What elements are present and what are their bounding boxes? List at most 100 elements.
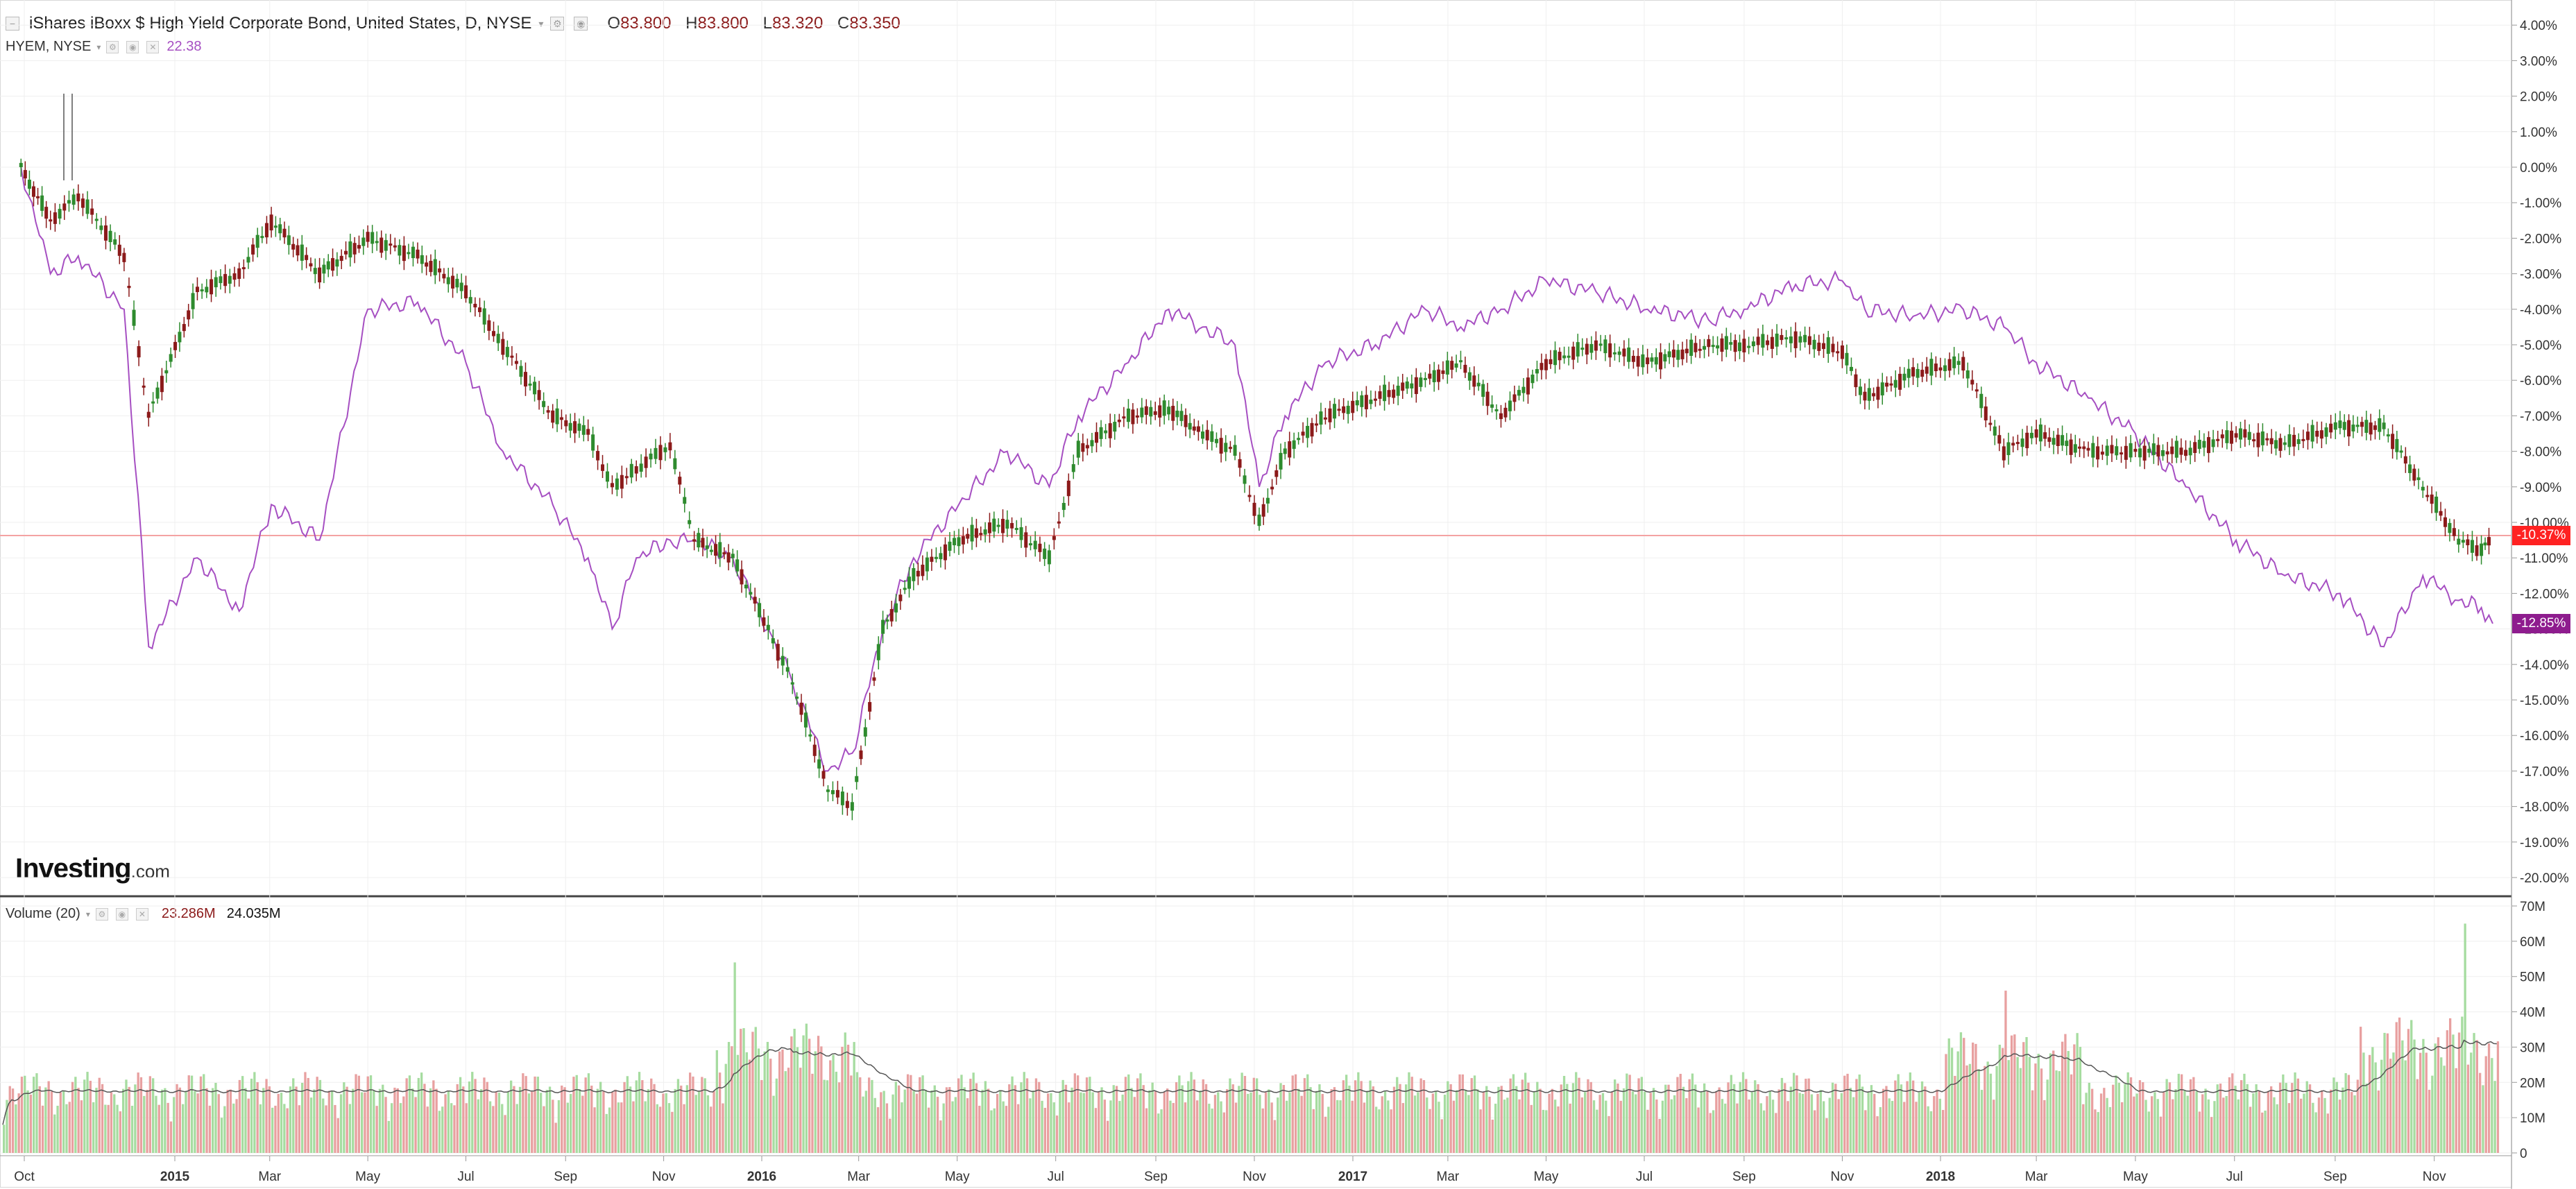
volume-bar — [1452, 1100, 1456, 1153]
volume-bar — [2407, 1029, 2410, 1153]
candle-body — [2220, 434, 2224, 438]
volume-bar — [552, 1100, 554, 1153]
volume-bar — [2183, 1090, 2186, 1153]
volume-bar — [1494, 1104, 1497, 1153]
candle-body — [1033, 540, 1037, 549]
volume-bar — [575, 1075, 578, 1153]
volume-bar — [933, 1085, 936, 1153]
candle-body — [817, 759, 821, 769]
dropdown-arrow-icon[interactable]: ▾ — [96, 42, 101, 52]
volume-bar — [2285, 1083, 2287, 1153]
volume-bar — [2461, 1016, 2464, 1153]
volume-bar — [1637, 1078, 1640, 1153]
volume-bar — [1685, 1098, 1688, 1153]
collapse-icon[interactable]: − — [6, 17, 19, 31]
candle-body — [1622, 348, 1626, 357]
volume-bar — [1596, 1109, 1598, 1153]
candle-body — [683, 497, 687, 504]
volume-bar — [2270, 1086, 2273, 1153]
volume-bar — [1956, 1051, 1959, 1153]
candle-body — [2296, 439, 2301, 445]
candle-body — [1803, 334, 1807, 343]
volume-bar — [157, 1104, 160, 1153]
candle-body — [1328, 408, 1332, 422]
candle-body — [142, 385, 146, 388]
volume-bar — [1903, 1102, 1906, 1153]
volume-bar — [1473, 1075, 1476, 1153]
candle-body — [205, 286, 209, 293]
hide-icon[interactable]: ◉ — [126, 40, 139, 53]
volume-bar — [1089, 1077, 1091, 1153]
volume-bar — [1617, 1083, 1619, 1153]
volume-bar — [187, 1075, 190, 1153]
volume-bar — [2002, 1047, 2004, 1153]
volume-bar — [1112, 1085, 1115, 1153]
hide-icon[interactable]: ◉ — [115, 907, 128, 921]
candle-body — [459, 282, 463, 291]
volume-bar — [2330, 1089, 2332, 1153]
volume-bar — [1151, 1082, 1154, 1153]
volume-bar — [1628, 1075, 1631, 1153]
settings-icon[interactable]: ⚙ — [95, 907, 108, 921]
volume-bar — [1974, 1043, 1977, 1153]
volume-bar — [1530, 1104, 1533, 1153]
volume-bar — [2210, 1117, 2213, 1153]
volume-bar — [1064, 1084, 1068, 1153]
volume-bar — [1193, 1079, 1195, 1153]
settings-icon[interactable]: ⚙ — [550, 17, 565, 31]
volume-bar — [1465, 1090, 1467, 1153]
dropdown-arrow-icon[interactable]: ▾ — [538, 17, 544, 29]
volume-bar — [2482, 1085, 2484, 1153]
volume-bar — [1670, 1099, 1673, 1153]
candle-body — [2382, 422, 2386, 429]
volume-bar — [1942, 1110, 1945, 1153]
volume-bar — [1843, 1075, 1846, 1153]
volume-bar — [617, 1102, 620, 1153]
candle-body — [821, 771, 826, 779]
candle-body — [58, 209, 62, 219]
candle-body — [352, 243, 357, 255]
volume-bar — [844, 1032, 846, 1153]
volume-bar — [1321, 1093, 1324, 1153]
candle-body — [1499, 413, 1503, 420]
volume-bar — [20, 1077, 24, 1153]
candle-body — [433, 259, 437, 275]
volume-bar — [1300, 1095, 1303, 1153]
volume-bar — [2147, 1111, 2150, 1153]
volume-bar — [1318, 1084, 1321, 1153]
price-lines — [0, 94, 2511, 821]
close-icon[interactable]: ✕ — [135, 907, 148, 921]
volume-bar — [420, 1072, 423, 1153]
close-icon[interactable]: ✕ — [146, 40, 160, 53]
volume-bar — [86, 1072, 89, 1153]
candle-body — [1836, 351, 1840, 354]
compare-symbol[interactable]: HYEM, NYSE — [6, 39, 92, 54]
candle-body — [1539, 363, 1544, 370]
candle-body — [1205, 429, 1209, 440]
candle-body — [2421, 486, 2425, 491]
hide-icon[interactable]: ◉ — [574, 17, 588, 31]
dropdown-arrow-icon[interactable]: ▾ — [85, 909, 90, 919]
volume-bar — [1256, 1078, 1259, 1153]
volume-bar — [2294, 1072, 2296, 1153]
candle-body — [326, 261, 330, 270]
volume-bar — [1399, 1084, 1401, 1153]
volume-bar — [1652, 1088, 1655, 1153]
settings-icon[interactable]: ⚙ — [106, 40, 119, 53]
candle-body — [2211, 439, 2215, 447]
volume-bar — [241, 1076, 244, 1153]
volume-bar — [119, 1111, 121, 1153]
candle-body — [357, 245, 361, 249]
volume-bar — [1736, 1103, 1739, 1153]
volume-bar — [1512, 1074, 1515, 1153]
candle-body — [1997, 435, 2002, 444]
volume-bar — [2440, 1057, 2443, 1153]
candle-body — [1445, 360, 1449, 375]
volume-bar — [1536, 1081, 1539, 1153]
volume-bar — [441, 1106, 444, 1153]
volume-bar — [1598, 1095, 1601, 1153]
candle-body — [442, 273, 446, 279]
volume-bar — [2049, 1053, 2052, 1153]
volume-bar — [2466, 1064, 2470, 1153]
